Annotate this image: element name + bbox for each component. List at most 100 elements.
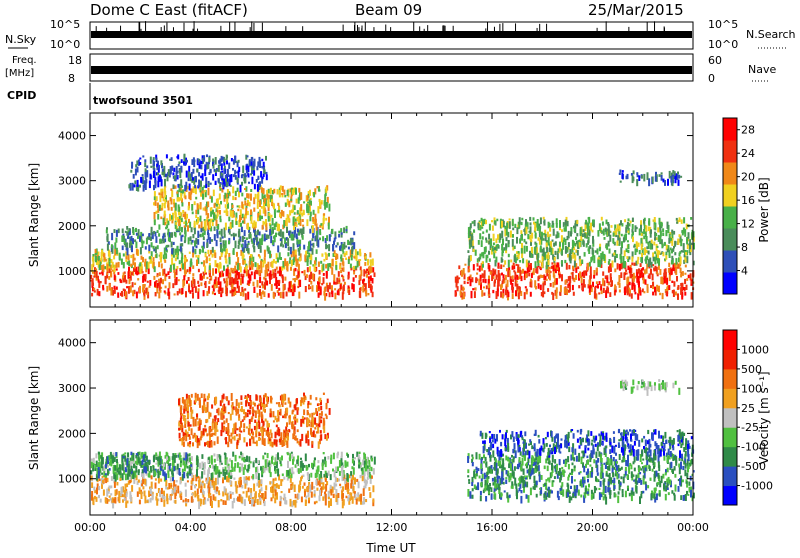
data-cell [201, 221, 203, 228]
data-cell [154, 219, 156, 225]
data-cell [101, 252, 103, 260]
data-cell [168, 237, 170, 241]
data-cell [219, 159, 221, 164]
data-cell [529, 217, 531, 221]
data-cell [182, 189, 184, 193]
data-cell [593, 255, 595, 263]
data-cell [686, 278, 688, 281]
data-cell [351, 466, 353, 469]
data-cell [572, 272, 574, 279]
data-cell [192, 177, 194, 181]
data-cell [177, 464, 179, 470]
data-cell [294, 205, 296, 210]
data-cell [521, 234, 523, 241]
data-cell [683, 287, 685, 290]
data-cell [141, 483, 143, 486]
data-cell [345, 229, 347, 231]
data-cell [200, 165, 202, 170]
data-cell [284, 195, 286, 197]
data-cell [588, 223, 590, 230]
data-cell [203, 236, 205, 240]
data-cell [160, 252, 162, 260]
data-cell [224, 193, 226, 199]
data-cell [362, 289, 364, 292]
data-cell [223, 168, 225, 174]
data-cell [540, 247, 542, 252]
data-cell [219, 462, 221, 465]
data-cell [315, 474, 317, 478]
data-cell [160, 160, 162, 165]
data-cell [144, 262, 146, 267]
data-cell [279, 214, 281, 218]
data-cell [111, 244, 113, 248]
data-cell [671, 281, 673, 283]
data-cell [572, 266, 574, 270]
data-cell [641, 233, 643, 236]
data-cell [156, 275, 158, 277]
data-cell [229, 260, 231, 265]
data-cell [224, 472, 226, 480]
data-cell [300, 458, 302, 460]
data-cell [328, 204, 330, 212]
data-cell [287, 461, 289, 468]
data-cell [228, 412, 230, 414]
data-cell [685, 259, 687, 263]
data-cell [179, 260, 181, 264]
data-cell [179, 453, 181, 460]
data-cell [654, 223, 656, 231]
data-cell [294, 212, 296, 215]
data-cell [202, 194, 204, 200]
data-cell [292, 292, 294, 296]
data-cell [548, 241, 550, 245]
data-cell [268, 462, 270, 465]
data-cell [226, 494, 228, 501]
data-cell [343, 227, 345, 233]
data-cell [570, 257, 572, 261]
data-cell [620, 272, 622, 278]
data-cell [264, 453, 266, 455]
data-cell [162, 495, 164, 499]
data-cell [220, 499, 222, 501]
data-cell [199, 235, 201, 237]
data-cell [170, 188, 172, 191]
data-cell [213, 494, 215, 500]
data-cell [485, 220, 487, 224]
data-cell [196, 260, 198, 267]
data-cell [200, 274, 202, 280]
data-cell [326, 245, 328, 248]
data-cell [280, 243, 282, 246]
data-cell [247, 223, 249, 230]
data-cell [650, 285, 652, 288]
data-cell [309, 484, 311, 491]
data-cell [199, 249, 201, 254]
data-cell [160, 217, 162, 220]
data-cell [159, 490, 161, 496]
data-cell [589, 286, 591, 294]
data-cell [200, 181, 202, 187]
data-cell [296, 234, 298, 240]
data-cell [641, 175, 643, 179]
data-cell [355, 266, 357, 270]
data-cell [627, 289, 629, 295]
data-cell [145, 274, 147, 279]
data-cell [123, 456, 125, 458]
data-cell [320, 430, 322, 434]
data-cell [259, 286, 261, 288]
data-cell [641, 268, 643, 274]
data-cell [297, 210, 299, 214]
data-cell [182, 210, 184, 214]
data-cell [506, 223, 508, 229]
data-cell [153, 455, 155, 458]
data-cell [247, 203, 249, 206]
data-cell [276, 483, 278, 488]
ytick-label: 2000 [58, 220, 86, 233]
data-cell [501, 259, 503, 262]
data-cell [648, 251, 650, 255]
data-cell [173, 242, 175, 245]
data-cell [498, 270, 500, 277]
data-cell [568, 242, 570, 247]
data-cell [609, 249, 611, 254]
data-cell [224, 159, 226, 163]
data-cell [227, 189, 229, 193]
data-cell [468, 269, 470, 272]
